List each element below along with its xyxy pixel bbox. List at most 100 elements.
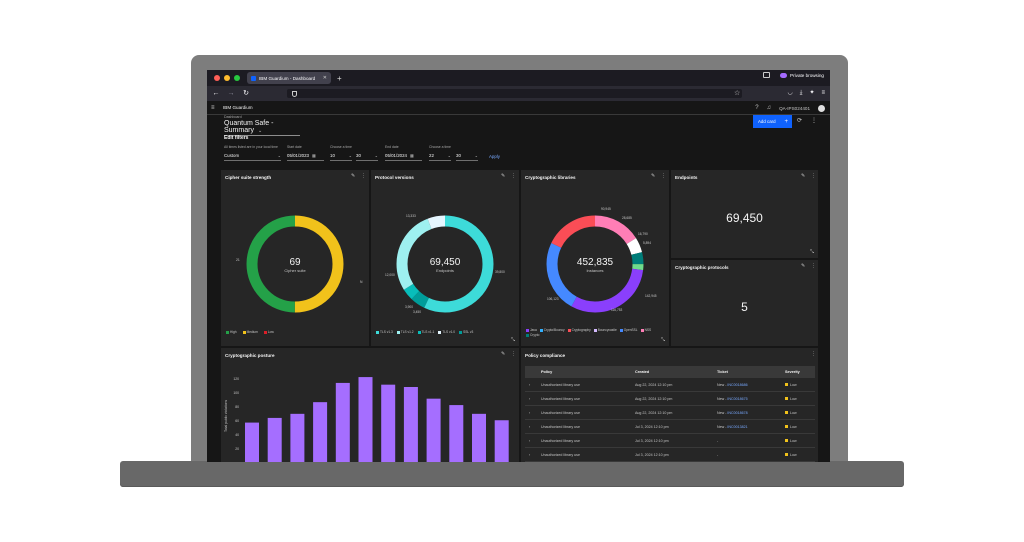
expand-icon[interactable]: ⤡ <box>660 337 665 343</box>
donut-segment[interactable] <box>396 215 494 313</box>
column-header[interactable]: Policy <box>541 370 553 374</box>
bar[interactable] <box>494 420 509 462</box>
bookmark-star-icon[interactable]: ☆ <box>734 90 741 97</box>
chevron-down-icon: ⌄ <box>447 153 451 158</box>
end-date-input[interactable]: 05/01/2024 ▦ <box>385 153 422 161</box>
add-card-button[interactable]: Add card + <box>753 115 792 128</box>
hamburger-menu-icon[interactable]: ≡ <box>211 104 215 111</box>
start-hour-select[interactable]: 10 ⌄ <box>330 153 352 161</box>
donut-segment[interactable] <box>546 215 644 313</box>
donut-outer-label: 28,685 <box>622 216 632 220</box>
extensions-icon[interactable]: ✦ <box>809 90 815 96</box>
user-account-id[interactable]: QA-IPS024401 <box>779 105 810 111</box>
row-expand-icon[interactable]: › <box>529 396 531 401</box>
reload-icon[interactable]: ↻ <box>243 90 249 97</box>
row-expand-icon[interactable]: › <box>529 410 531 415</box>
ticket-link[interactable]: INC0018675 <box>727 396 748 401</box>
dashboard-selector[interactable]: Quantum Safe - Summary ⌄ <box>224 120 300 136</box>
edit-icon[interactable]: ✎ <box>501 351 506 357</box>
donut-segment[interactable] <box>246 215 344 313</box>
overflow-menu-icon[interactable]: ⋮ <box>811 351 816 357</box>
date-range-select[interactable]: Custom ⌄ <box>224 153 281 161</box>
donut-segment[interactable] <box>546 215 644 313</box>
ticket-link[interactable]: INC0018686 <box>727 382 748 387</box>
close-window-button[interactable] <box>214 75 220 81</box>
donut-segment[interactable] <box>546 215 644 313</box>
back-arrow-icon[interactable]: ← <box>212 90 220 97</box>
overflow-menu-icon[interactable]: ⋮ <box>511 173 516 179</box>
row-expand-icon[interactable]: › <box>529 452 531 457</box>
edit-icon[interactable]: ✎ <box>651 173 656 179</box>
legend-swatch <box>263 330 267 334</box>
overflow-menu-icon[interactable]: ⋮ <box>811 263 816 269</box>
table-row[interactable]: › Unauthorized library use Jul 3, 2024 1… <box>525 420 815 434</box>
table-row[interactable]: › Unauthorized library use Jul 3, 2024 1… <box>525 448 815 462</box>
browser-tab[interactable]: IBM Guardium - Dashboard ✕ <box>247 72 331 84</box>
download-icon[interactable]: ⤓ <box>799 90 803 96</box>
legend-item: Bouncycastle <box>593 328 617 332</box>
bar[interactable] <box>335 382 350 462</box>
bar[interactable] <box>245 422 259 462</box>
legend-label: NSS <box>644 328 652 332</box>
column-header[interactable]: Ticket <box>717 370 728 374</box>
avatar[interactable] <box>818 104 825 112</box>
start-date-input[interactable]: 05/01/2023 ▦ <box>287 153 324 161</box>
edit-icon[interactable]: ✎ <box>351 173 356 179</box>
overflow-menu-icon[interactable]: ⋮ <box>811 118 817 124</box>
donut-outer-label: N <box>360 280 363 284</box>
app-brand[interactable]: IBM Guardium <box>223 105 253 110</box>
edit-icon[interactable]: ✎ <box>801 173 806 179</box>
column-header[interactable]: Severity <box>785 370 800 374</box>
end-hour-select[interactable]: 22 ⌄ <box>429 153 451 161</box>
ticket-link[interactable]: INC0013821 <box>727 424 748 429</box>
new-tab-button[interactable]: + <box>337 73 342 83</box>
minimize-window-button[interactable] <box>224 75 230 81</box>
ticket-link[interactable]: INC0018678 <box>727 410 748 415</box>
row-expand-icon[interactable]: › <box>529 424 531 429</box>
donut-center-label: Instances <box>586 268 603 273</box>
row-expand-icon[interactable]: › <box>529 438 531 443</box>
bar[interactable] <box>313 402 328 462</box>
edit-icon[interactable]: ✎ <box>801 263 806 269</box>
donut-segment[interactable] <box>546 215 644 313</box>
notification-bell-icon[interactable]: ♫ <box>766 105 772 111</box>
url-bar[interactable] <box>287 89 742 98</box>
table-row[interactable]: › Unauthorized library use Aug 22, 2024 … <box>525 392 815 406</box>
start-minute-select[interactable]: 30 ⌄ <box>356 153 378 161</box>
bar[interactable] <box>403 387 418 462</box>
window-list-icon[interactable] <box>763 72 771 78</box>
expand-icon[interactable]: ⤡ <box>809 249 814 255</box>
pocket-icon[interactable]: ◡ <box>787 90 793 96</box>
maximize-window-button[interactable] <box>234 75 240 81</box>
column-header[interactable]: Created <box>635 370 650 374</box>
bar[interactable] <box>381 384 396 462</box>
bar[interactable] <box>472 413 486 462</box>
close-tab-icon[interactable]: ✕ <box>322 75 327 81</box>
menu-icon[interactable]: ≡ <box>821 90 825 96</box>
help-icon[interactable]: ? <box>755 105 759 111</box>
overflow-menu-icon[interactable]: ⋮ <box>811 173 816 179</box>
bar[interactable] <box>426 398 441 462</box>
edit-icon[interactable]: ✎ <box>501 173 506 179</box>
forward-arrow-icon[interactable]: → <box>227 90 235 97</box>
end-minute-select[interactable]: 30 ⌄ <box>456 153 478 161</box>
table-row[interactable]: › Unauthorized library use Aug 22, 2024 … <box>525 378 815 392</box>
legend-swatch <box>526 333 529 337</box>
overflow-menu-icon[interactable]: ⋮ <box>361 173 366 179</box>
table-row[interactable]: › Unauthorized library use Aug 22, 2024 … <box>525 406 815 420</box>
donut-segment[interactable] <box>396 215 494 313</box>
apply-filters-button[interactable]: Apply <box>489 154 500 159</box>
bar-series <box>245 377 509 462</box>
expand-icon[interactable]: ⤡ <box>510 337 515 343</box>
bar[interactable] <box>449 405 464 462</box>
overflow-menu-icon[interactable]: ⋮ <box>511 351 516 357</box>
chevron-down-icon: ⌄ <box>374 153 378 158</box>
bar[interactable] <box>358 377 373 462</box>
overflow-menu-icon[interactable]: ⋮ <box>661 173 666 179</box>
row-expand-icon[interactable]: › <box>529 382 531 387</box>
refresh-icon[interactable]: ⟳ <box>797 118 803 124</box>
crypto-protocols-card: Cryptographic protocols ✎ ⋮ 5 <box>671 260 818 346</box>
bar[interactable] <box>267 417 282 462</box>
bar[interactable] <box>290 413 305 462</box>
table-row[interactable]: › Unauthorized library use Jul 3, 2024 1… <box>525 434 815 448</box>
